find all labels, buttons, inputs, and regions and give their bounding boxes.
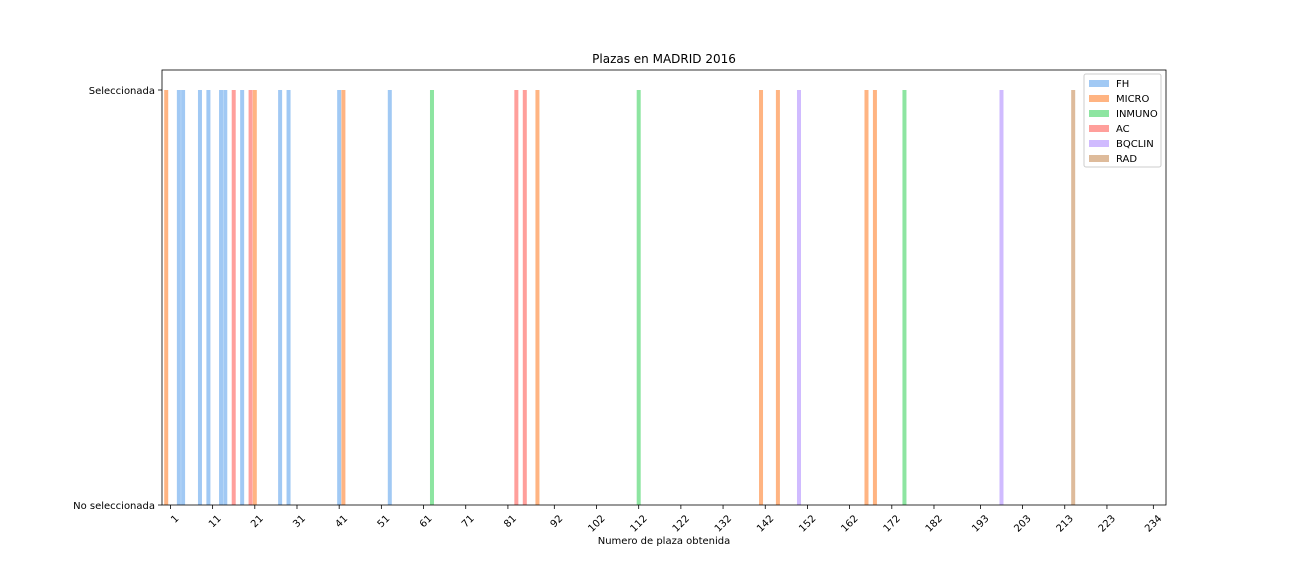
y-tick-label: No seleccionada: [73, 501, 155, 512]
x-tick-label: 92: [549, 513, 566, 530]
bar-fh-5: [223, 90, 228, 505]
plot-frame: [161, 69, 1167, 506]
x-tick-label: 51: [376, 513, 393, 530]
bar-fh-8: [286, 90, 291, 505]
bar-micro-0: [164, 90, 169, 505]
bar-fh-0: [176, 90, 181, 505]
x-tick-label: 112: [628, 513, 649, 534]
y-axis: No seleccionada Seleccionada: [73, 86, 162, 512]
x-tick-label: 172: [882, 513, 903, 534]
x-tick-label: 223: [1097, 513, 1118, 534]
x-tick-label: 11: [207, 513, 224, 530]
legend-label-rad: RAD: [1116, 154, 1137, 165]
x-tick-label: 234: [1143, 513, 1164, 534]
x-tick-label: 203: [1012, 513, 1033, 534]
bar-micro-5: [775, 90, 780, 505]
legend-label-micro: MICRO: [1116, 94, 1150, 105]
bar-micro-1: [252, 90, 257, 505]
chart-title: Plazas en MADRID 2016: [592, 52, 736, 66]
legend-swatch-fh: [1089, 80, 1109, 87]
bar-ac-2: [514, 90, 519, 505]
x-tick-label: 61: [418, 513, 435, 530]
y-tick-label: Seleccionada: [89, 86, 155, 97]
legend-label-ac: AC: [1116, 124, 1130, 135]
legend-label-bqclin: BQCLIN: [1116, 139, 1154, 150]
x-tick-label: 162: [839, 513, 860, 534]
x-tick-label: 81: [502, 513, 519, 530]
bar-bqclin-1: [999, 90, 1004, 505]
x-tick-label: 21: [249, 513, 266, 530]
legend: FH MICRO INMUNO AC BQCLIN RAD: [1083, 73, 1162, 168]
x-tick-label: 142: [755, 513, 776, 534]
bar-micro-2: [341, 90, 346, 505]
bar-fh-9: [337, 90, 342, 505]
bar-fh-1: [181, 90, 186, 505]
x-tick-label: 71: [460, 513, 477, 530]
bar-ac-3: [522, 90, 527, 505]
legend-label-fh: FH: [1116, 79, 1129, 90]
bar-fh-2: [197, 90, 202, 505]
bar-fh-6: [240, 90, 245, 505]
bar-micro-3: [535, 90, 540, 505]
bar-micro-7: [872, 90, 877, 505]
bar-inmuno-0: [429, 90, 434, 505]
legend-swatch-ac: [1089, 125, 1109, 132]
x-tick-label: 31: [291, 513, 308, 530]
legend-swatch-bqclin: [1089, 140, 1109, 147]
x-tick-label: 152: [797, 513, 818, 534]
bar-fh-3: [206, 90, 211, 505]
x-tick-label: 122: [671, 513, 692, 534]
x-tick-label: 102: [586, 513, 607, 534]
bar-fh-7: [278, 90, 283, 505]
bar-inmuno-2: [902, 90, 907, 505]
x-tick-label: 41: [333, 513, 350, 530]
bar-fh-10: [387, 90, 392, 505]
legend-swatch-micro: [1089, 95, 1109, 102]
bars-layer: [164, 90, 1076, 505]
bar-bqclin-0: [796, 90, 801, 505]
x-tick-label: 1: [169, 513, 181, 525]
bar-inmuno-1: [636, 90, 641, 505]
x-axis: 1 11 21 31 41 51 61 71 81 92 102 112 122 132 142 152 162…: [169, 505, 1164, 535]
x-tick-label: 132: [713, 513, 734, 534]
x-axis-label: Numero de plaza obtenida: [598, 536, 731, 547]
bar-micro-6: [864, 90, 869, 505]
x-tick-label: 213: [1055, 513, 1076, 534]
legend-label-inmuno: INMUNO: [1116, 109, 1158, 120]
bar-ac-1: [248, 90, 253, 505]
bar-fh-4: [219, 90, 224, 505]
bar-ac-0: [231, 90, 236, 505]
bar-rad-0: [1071, 90, 1076, 505]
x-tick-label: 182: [924, 513, 945, 534]
legend-swatch-inmuno: [1089, 110, 1109, 117]
x-tick-label: 193: [970, 513, 991, 534]
bar-micro-4: [759, 90, 764, 505]
legend-swatch-rad: [1089, 155, 1109, 162]
